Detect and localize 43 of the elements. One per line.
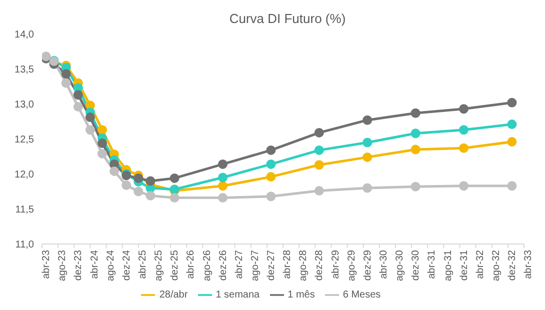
y-tick-label: 12,0 xyxy=(14,170,34,181)
x-tick-label: abr-28 xyxy=(282,250,294,279)
y-tick-label: 11,0 xyxy=(15,240,34,251)
x-tick-label: dez-27 xyxy=(266,250,278,281)
x-tick-label: dez-23 xyxy=(73,250,84,281)
legend-label: 6 Meses xyxy=(342,290,381,301)
x-tick-label: ago-23 xyxy=(57,250,68,282)
x-tick-label: ago-24 xyxy=(105,250,116,282)
x-tick-label: dez-24 xyxy=(121,250,132,281)
x-tick-label: abr-23 xyxy=(41,250,52,279)
x-tick-label: ago-29 xyxy=(346,250,358,282)
y-tick-label: 12,5 xyxy=(14,134,34,146)
x-tick-label: dez-29 xyxy=(362,250,374,281)
x-tick-label: abr-27 xyxy=(234,250,245,279)
x-tick-label: dez-31 xyxy=(458,250,470,281)
x-tick-label: abr-24 xyxy=(89,250,100,279)
x-tick-label: ago-25 xyxy=(154,250,165,282)
x-tick-label: dez-32 xyxy=(507,250,518,281)
x-tick-label: abr-29 xyxy=(330,250,342,279)
legend-label: 1 mês xyxy=(288,290,315,301)
y-tick-label: 13,5 xyxy=(14,64,34,76)
chart-title: Curva DI Futuro (%) xyxy=(228,10,347,28)
x-tick-label: ago-31 xyxy=(442,250,454,282)
x-tick-label: abr-30 xyxy=(378,250,390,279)
y-tick-label: 13,0 xyxy=(14,100,34,111)
legend-label: 1 semana xyxy=(216,290,260,301)
x-tick-label: abr-25 xyxy=(138,250,148,279)
x-tick-label: abr-26 xyxy=(186,250,197,279)
x-tick-label: dez-30 xyxy=(410,250,422,281)
y-tick-label: 11,5 xyxy=(15,204,34,216)
x-tick-label: abr-33 xyxy=(523,250,534,279)
y-tick-label: 14,0 xyxy=(14,30,34,41)
x-tick-label: abr-32 xyxy=(474,250,486,279)
legend-label: 28/abr xyxy=(159,290,188,301)
x-tick-label: ago-30 xyxy=(394,250,406,282)
x-tick-label: ago-32 xyxy=(490,250,502,282)
x-tick-label: ago-26 xyxy=(202,250,213,282)
x-tick-label: dez-28 xyxy=(314,250,326,281)
x-tick-label: ago-27 xyxy=(250,250,261,282)
x-tick-label: ago-28 xyxy=(298,250,310,282)
x-tick-label: dez-25 xyxy=(170,250,181,281)
x-tick-label: dez-26 xyxy=(218,250,229,281)
x-tick-label: abr-31 xyxy=(426,250,438,279)
